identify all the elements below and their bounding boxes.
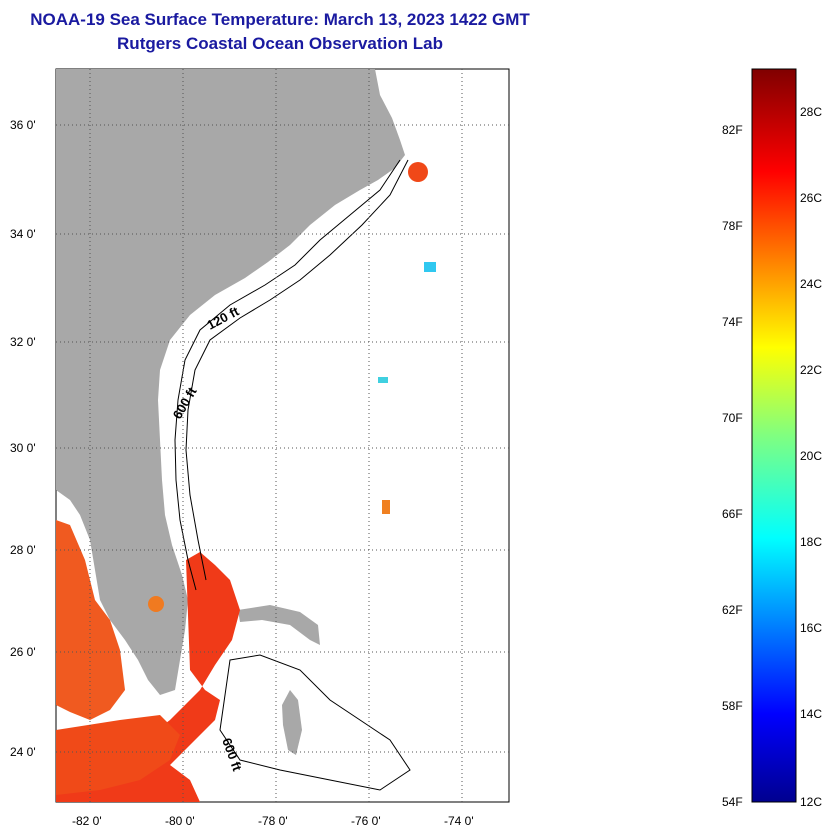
sst-cape-hatteras xyxy=(408,162,428,182)
sst-southwest-gulf xyxy=(56,520,125,720)
lat-label: 26 0' xyxy=(10,645,36,659)
lat-label: 28 0' xyxy=(10,543,36,557)
lat-label: 30 0' xyxy=(10,441,36,455)
lat-label: 24 0' xyxy=(10,745,36,759)
sst-offshore-patch-2 xyxy=(382,500,390,514)
contour-120ft xyxy=(174,159,401,591)
sst-offshore-patch xyxy=(424,262,436,272)
colorbar-f-label: 54F xyxy=(722,795,743,809)
sst-lake-okeechobee xyxy=(148,596,164,612)
lon-label: -74 0' xyxy=(444,814,474,828)
sst-lower-keys xyxy=(56,715,180,795)
colorbar-c-label: 12C xyxy=(800,795,822,809)
colorbar-f-label: 66F xyxy=(722,507,743,521)
colorbar-f-label: 82F xyxy=(722,123,743,137)
lat-label: 32 0' xyxy=(10,335,36,349)
lat-label: 34 0' xyxy=(10,227,36,241)
lon-label: -76 0' xyxy=(351,814,381,828)
colorbar-c-label: 14C xyxy=(800,707,822,721)
sst-gulf-stream xyxy=(56,552,240,802)
colorbar-c-label: 24C xyxy=(800,277,822,291)
colorbar-c-label: 22C xyxy=(800,363,822,377)
colorbar-c-label: 26C xyxy=(800,191,822,205)
lon-label: -82 0' xyxy=(72,814,102,828)
land-mainland xyxy=(56,69,405,695)
colorbar-f-label: 74F xyxy=(722,315,743,329)
colorbar-c-label: 16C xyxy=(800,621,822,635)
lat-label: 36 0' xyxy=(10,118,36,132)
colorbar-f-label: 58F xyxy=(722,699,743,713)
map-subtitle: Rutgers Coastal Ocean Observation Lab xyxy=(117,34,443,53)
land-bahamas-andros xyxy=(282,690,302,755)
colorbar xyxy=(751,68,797,803)
colorbar-f-label: 78F xyxy=(722,219,743,233)
colorbar-f-label: 62F xyxy=(722,603,743,617)
lon-label: -78 0' xyxy=(258,814,288,828)
map-title: NOAA-19 Sea Surface Temperature: March 1… xyxy=(30,10,530,29)
sst-offshore-patch-3 xyxy=(378,377,388,383)
colorbar-c-label: 20C xyxy=(800,449,822,463)
colorbar-c-label: 18C xyxy=(800,535,822,549)
colorbar-c-label: 28C xyxy=(800,105,822,119)
colorbar-f-label: 70F xyxy=(722,411,743,425)
land-bahamas-abaco xyxy=(238,605,320,645)
contour-bahamas xyxy=(219,654,411,791)
contour-600ft xyxy=(185,159,409,581)
lon-label: -80 0' xyxy=(165,814,195,828)
